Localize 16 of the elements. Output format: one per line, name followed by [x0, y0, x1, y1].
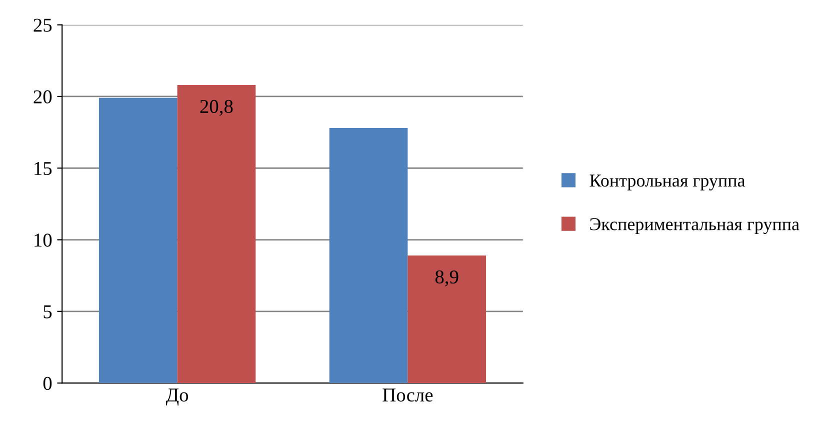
y-tick-label: 20: [34, 90, 52, 104]
x-tick-label: После: [382, 388, 433, 402]
y-tick-label: 10: [34, 234, 52, 247]
y-tick-label: 25: [34, 18, 52, 32]
bar: [329, 128, 408, 384]
data-label: 20,8: [200, 100, 233, 116]
y-tick-label: 15: [34, 162, 52, 176]
y-tick-label: 5: [44, 305, 52, 318]
bar: [98, 98, 178, 384]
bar: [177, 85, 256, 384]
legend-label: Экспериментальная группа: [590, 218, 800, 234]
x-tick-label: До: [166, 388, 188, 406]
y-tick-label: 0: [43, 376, 52, 390]
legend-label: Контрольная группа: [590, 174, 746, 190]
bar: [408, 256, 486, 384]
data-label: 8,9: [435, 270, 458, 286]
